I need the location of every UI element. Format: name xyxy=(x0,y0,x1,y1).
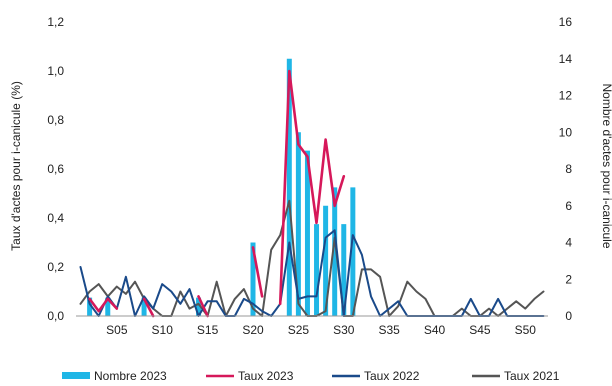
x-tick-label: S30 xyxy=(333,323,355,337)
y2-tick-label: 12 xyxy=(559,89,573,103)
x-tick-label: S45 xyxy=(469,323,491,337)
y-tick-labels: 0,0 0,2 0,4 0,6 0,8 1,0 1,2 xyxy=(47,15,64,323)
y2-tick-label: 0 xyxy=(565,309,572,323)
y2-tick-label: 10 xyxy=(559,125,573,139)
legend: Nombre 2023 Taux 2023 Taux 2022 Taux 2021 xyxy=(62,369,560,383)
x-tick-label: S25 xyxy=(288,323,310,337)
y2-tick-label: 2 xyxy=(565,272,572,286)
bar xyxy=(304,150,310,316)
bar xyxy=(250,242,256,316)
y2-axis-title: Nombre d'actes pour i-canicule xyxy=(600,83,612,248)
x-tick-label: S35 xyxy=(378,323,400,337)
x-tick-label: S15 xyxy=(197,323,219,337)
y-tick-label: 0,6 xyxy=(47,162,64,176)
y-tick-label: 1,2 xyxy=(47,15,64,29)
y-axis-title: Taux d'actes pour i-canicule (%) xyxy=(9,81,23,251)
x-tick-label: S40 xyxy=(424,323,446,337)
y-tick-label: 1,0 xyxy=(47,64,64,78)
bar xyxy=(196,297,202,316)
y2-tick-label: 16 xyxy=(559,15,573,29)
bar xyxy=(314,224,320,316)
y2-tick-label: 14 xyxy=(559,52,573,66)
bar xyxy=(286,58,292,316)
x-tick-label: S10 xyxy=(152,323,174,337)
legend-label: Taux 2022 xyxy=(364,369,420,383)
y-tick-label: 0,4 xyxy=(47,211,64,225)
legend-label: Taux 2023 xyxy=(238,369,294,383)
y-tick-label: 0,2 xyxy=(47,260,64,274)
bar xyxy=(332,187,338,316)
x-tick-label: S50 xyxy=(515,323,537,337)
bar xyxy=(105,297,111,316)
y2-tick-labels: 0 2 4 6 8 10 12 14 16 xyxy=(559,15,573,323)
bar xyxy=(141,297,147,316)
x-tick-label: S20 xyxy=(242,323,264,337)
legend-label: Taux 2021 xyxy=(504,369,560,383)
series-lines xyxy=(79,69,545,318)
series-line xyxy=(79,229,545,317)
y-tick-label: 0,0 xyxy=(47,309,64,323)
series-line xyxy=(88,69,346,318)
bars-nombre-2023 xyxy=(87,58,356,316)
legend-label: Nombre 2023 xyxy=(94,369,167,383)
y2-tick-label: 4 xyxy=(565,236,572,250)
x-tick-label: S05 xyxy=(106,323,128,337)
x-tick-labels: S05 S10 S15 S20 S25 S30 S35 S40 S45 S50 xyxy=(106,323,536,337)
bar xyxy=(87,297,93,316)
y2-tick-label: 6 xyxy=(565,199,572,213)
y-tick-label: 0,8 xyxy=(47,113,64,127)
bar xyxy=(350,187,356,316)
legend-swatch xyxy=(62,372,90,379)
bar xyxy=(323,205,329,316)
bar xyxy=(295,132,301,316)
y2-tick-label: 8 xyxy=(565,162,572,176)
series-line xyxy=(79,199,545,317)
bar xyxy=(341,224,347,316)
